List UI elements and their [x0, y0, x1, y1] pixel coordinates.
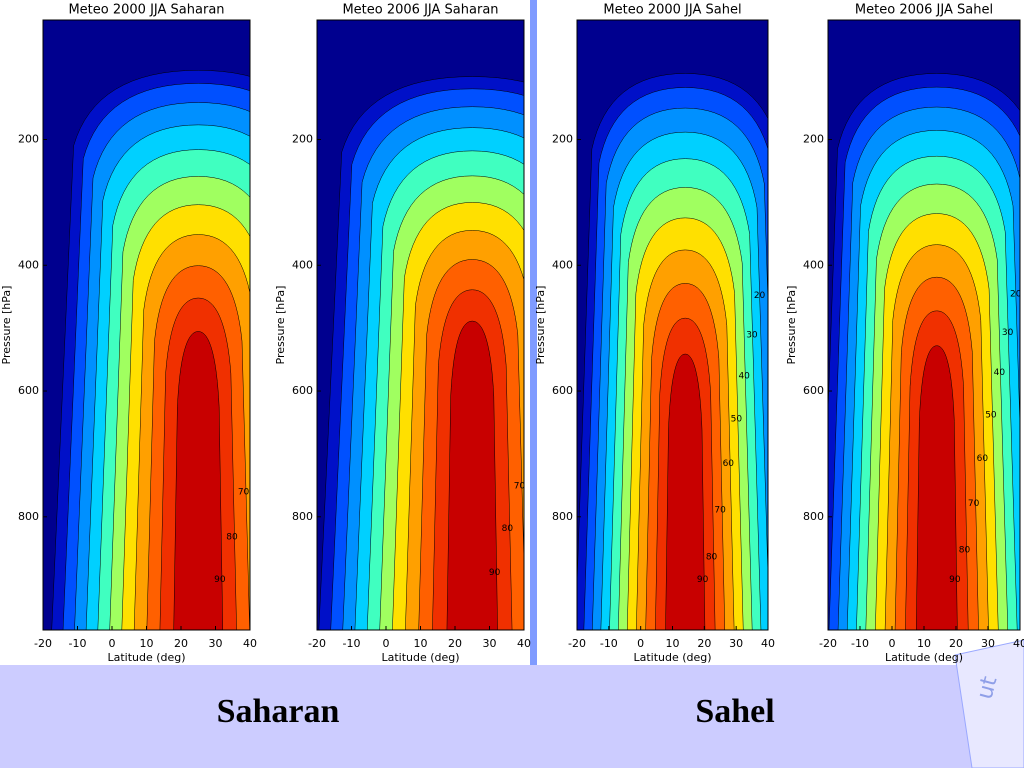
x-tick-label: 40: [1013, 637, 1024, 650]
contour-band: [665, 353, 706, 630]
x-tick-label: -10: [851, 637, 869, 650]
y-axis-label: Pressure [hPa]: [0, 286, 13, 365]
contour-band: [173, 331, 224, 630]
contour-label: 70: [238, 488, 250, 498]
x-tick-label: 40: [517, 637, 531, 650]
caption: Saharan: [217, 693, 340, 730]
y-tick-label: 800: [803, 510, 824, 523]
plot-title: Meteo 2006 JJA Saharan: [342, 3, 498, 18]
logo-corner: [954, 639, 1024, 769]
y-tick-label: 400: [292, 258, 313, 271]
y-tick-label: 400: [18, 258, 39, 271]
contour-label: 40: [738, 372, 750, 382]
x-tick-label: 0: [383, 637, 390, 650]
x-axis-label: Latitude (deg): [107, 651, 185, 664]
x-tick-label: 30: [981, 637, 995, 650]
x-tick-label: 40: [761, 637, 775, 650]
x-tick-label: 30: [483, 637, 497, 650]
contour-label: 30: [746, 330, 758, 340]
x-tick-label: -20: [819, 637, 837, 650]
caption: Sahel: [695, 693, 774, 730]
x-tick-label: 10: [666, 637, 680, 650]
contour-fills: 70 80 90: [318, 76, 526, 630]
y-axis-label: Pressure [hPa]: [785, 286, 798, 365]
contour-label: 20: [1010, 289, 1022, 299]
x-tick-label: 0: [109, 637, 116, 650]
y-tick-label: 400: [552, 258, 573, 271]
x-tick-label: 10: [917, 637, 931, 650]
x-tick-label: 40: [243, 637, 257, 650]
y-tick-label: 200: [18, 132, 39, 145]
contour-label: 60: [977, 454, 989, 464]
x-tick-label: 10: [414, 637, 428, 650]
plot: 20 30 40 50 60 70 80 90 Meteo 2000 JJA Sahel -20 -…: [534, 3, 775, 665]
y-tick-label: 600: [18, 384, 39, 397]
y-tick-label: 600: [803, 384, 824, 397]
x-tick-label: 30: [209, 637, 223, 650]
y-tick-label: 800: [18, 510, 39, 523]
plot-title: Meteo 2006 JJA Sahel: [855, 3, 993, 18]
contour-label: 70: [714, 505, 726, 515]
contour-fills: 20 30 40 50 60 70 80 90: [828, 73, 1022, 630]
contour-label: 90: [214, 575, 226, 585]
contour-fills: 20 30 40 50 60 70 80 90: [577, 73, 768, 630]
contour-label: 80: [706, 553, 718, 563]
x-tick-label: -10: [600, 637, 618, 650]
y-tick-label: 200: [552, 132, 573, 145]
contour-label: 80: [502, 524, 514, 534]
y-axis-label: Pressure [hPa]: [534, 286, 547, 365]
separator: [530, 0, 537, 665]
y-tick-label: 600: [552, 384, 573, 397]
y-tick-label: 200: [803, 132, 824, 145]
contour-label: 90: [697, 575, 709, 585]
x-tick-label: 0: [889, 637, 896, 650]
x-tick-label: -20: [568, 637, 586, 650]
contour-label: 90: [949, 575, 961, 585]
x-tick-label: 20: [174, 637, 188, 650]
y-tick-label: 600: [292, 384, 313, 397]
y-tick-label: 800: [292, 510, 313, 523]
x-tick-label: 10: [140, 637, 154, 650]
contour-label: 90: [489, 568, 501, 578]
x-tick-label: -10: [69, 637, 87, 650]
plot: 20 30 40 50 60 70 80 90 Meteo 2006 JJA Sahel -20 -…: [785, 3, 1024, 665]
contour-label: 70: [514, 481, 526, 491]
contour-label: 40: [994, 368, 1006, 378]
contour-label: 60: [723, 459, 735, 469]
contour-label: 50: [731, 415, 743, 425]
y-axis-label: Pressure [hPa]: [274, 286, 287, 365]
contour-label: 30: [1002, 328, 1014, 338]
x-tick-label: 30: [729, 637, 743, 650]
y-tick-label: 800: [552, 510, 573, 523]
plot: 70 80 90 Meteo 2006 JJA Saharan -20 -10 0 10 20 3…: [274, 3, 531, 665]
caption-band: [0, 665, 1024, 768]
plot: 70 80 90 Meteo 2000 JJA Saharan -20 -10 0 10 20 3…: [0, 3, 257, 665]
contour-label: 50: [985, 410, 997, 420]
contour-label: 20: [754, 291, 766, 301]
contour-fills: 70 80 90: [51, 70, 250, 630]
plot-title: Meteo 2000 JJA Sahel: [603, 3, 741, 18]
contour-band: [446, 320, 498, 630]
y-tick-label: 400: [803, 258, 824, 271]
x-tick-label: 20: [448, 637, 462, 650]
x-tick-label: 20: [697, 637, 711, 650]
contour-label: 80: [226, 532, 238, 542]
x-axis-label: Latitude (deg): [381, 651, 459, 664]
x-axis-label: Latitude (deg): [633, 651, 711, 664]
x-tick-label: -20: [308, 637, 326, 650]
contour-label: 70: [968, 499, 980, 509]
contour-band: [916, 345, 958, 630]
plot-title: Meteo 2000 JJA Saharan: [68, 3, 224, 18]
x-tick-label: 0: [637, 637, 644, 650]
x-tick-label: -10: [343, 637, 361, 650]
contour-label: 80: [959, 545, 971, 555]
y-tick-label: 200: [292, 132, 313, 145]
x-axis-label: Latitude (deg): [885, 651, 963, 664]
x-tick-label: 20: [949, 637, 963, 650]
x-tick-label: -20: [34, 637, 52, 650]
